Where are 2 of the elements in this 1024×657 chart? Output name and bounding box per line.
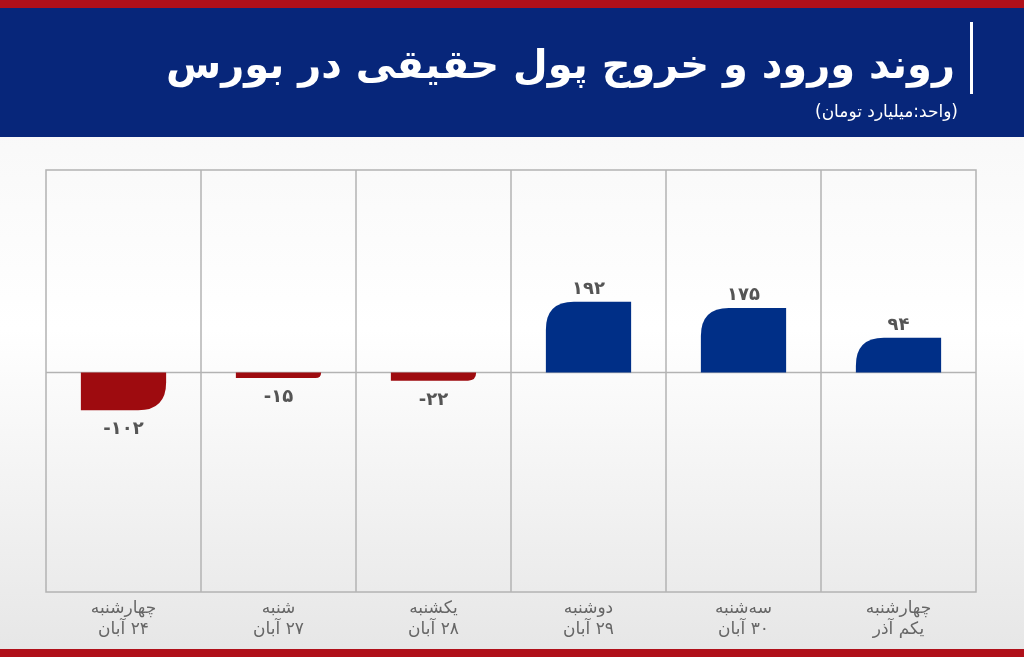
title: روند ورود و خروج پول حقیقی در بورس <box>166 41 955 87</box>
subtitle: (واحد:میلیارد تومان) <box>815 101 958 121</box>
